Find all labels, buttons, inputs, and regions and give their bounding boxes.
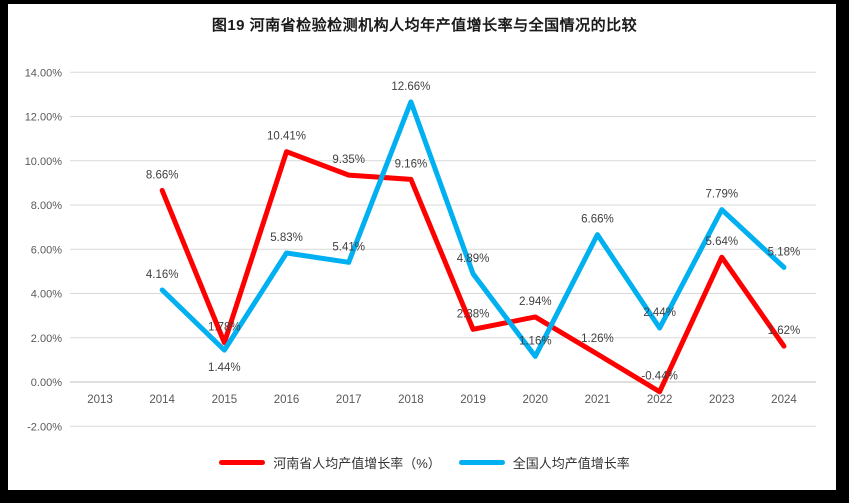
national-data-label: 1.16% <box>519 335 552 347</box>
national-data-label: 4.89% <box>457 253 490 265</box>
national-data-label: 12.66% <box>391 81 430 93</box>
henan-data-label: 5.64% <box>705 236 738 248</box>
national-data-label: 4.16% <box>146 269 179 281</box>
x-axis-tick-label: 2016 <box>274 394 300 406</box>
henan-data-label: 9.16% <box>395 158 428 170</box>
national-data-label: 5.83% <box>270 232 303 244</box>
national-data-label: 6.66% <box>581 214 614 226</box>
chart-title: 图19 河南省检验检测机构人均年产值增长率与全国情况的比较 <box>211 17 638 34</box>
national-data-label: 5.18% <box>768 246 801 258</box>
chart-canvas <box>8 4 836 490</box>
henan-data-label: 1.26% <box>581 333 614 345</box>
x-axis-tick-label: 2019 <box>460 394 486 406</box>
national-data-label: 5.41% <box>332 241 365 253</box>
y-axis-tick-label: 14.00% <box>25 67 63 79</box>
henan-series-swatch <box>219 459 266 465</box>
x-axis-tick-label: 2024 <box>771 394 797 406</box>
x-axis-tick-label: 2020 <box>522 394 548 406</box>
y-axis-tick-label: 8.00% <box>31 200 62 212</box>
national-series-swatch <box>458 459 505 465</box>
x-axis-tick-label: 2021 <box>585 394 611 406</box>
henan-data-label: 8.66% <box>146 169 179 181</box>
y-axis-tick-label: 12.00% <box>25 112 63 124</box>
national-data-label: 7.79% <box>705 189 738 201</box>
henan-data-label: 10.41% <box>267 131 306 143</box>
x-axis-tick-label: 2018 <box>398 394 424 406</box>
y-axis-tick-label: 4.00% <box>31 289 62 301</box>
henan-series-label: 河南省人均产值增长率（%） <box>273 455 441 471</box>
chart-legend: 河南省人均产值增长率（%） 全国人均产值增长率 <box>0 451 849 473</box>
national-data-label: 2.44% <box>643 307 676 319</box>
national-data-label: 1.44% <box>208 362 241 374</box>
y-axis-tick-label: 6.00% <box>31 244 62 256</box>
x-axis-tick-label: 2015 <box>212 394 238 406</box>
y-axis-tick-label: 2.00% <box>31 333 62 345</box>
henan-data-label: 9.35% <box>332 154 365 166</box>
henan-data-label: 2.38% <box>457 308 490 320</box>
henan-data-label: 1.78% <box>208 322 241 334</box>
x-axis-tick-label: 2017 <box>336 394 362 406</box>
henan-data-label: 1.62% <box>768 325 801 337</box>
x-axis-tick-label: 2022 <box>647 394 673 406</box>
y-axis-tick-label: 0.00% <box>31 377 62 389</box>
national-series-label: 全国人均产值增长率 <box>512 455 630 471</box>
henan-data-label: 2.94% <box>519 296 552 308</box>
henan-data-label: -0.44% <box>641 371 677 383</box>
national-series-line <box>159 99 787 359</box>
x-axis-tick-label: 2014 <box>149 394 175 406</box>
henan-series-line <box>159 149 787 395</box>
y-axis-tick-label: 10.00% <box>25 156 63 168</box>
x-axis-tick-label: 2013 <box>87 394 113 406</box>
y-axis-tick-label: -2.00% <box>27 421 62 433</box>
x-axis-tick-label: 2023 <box>709 394 735 406</box>
